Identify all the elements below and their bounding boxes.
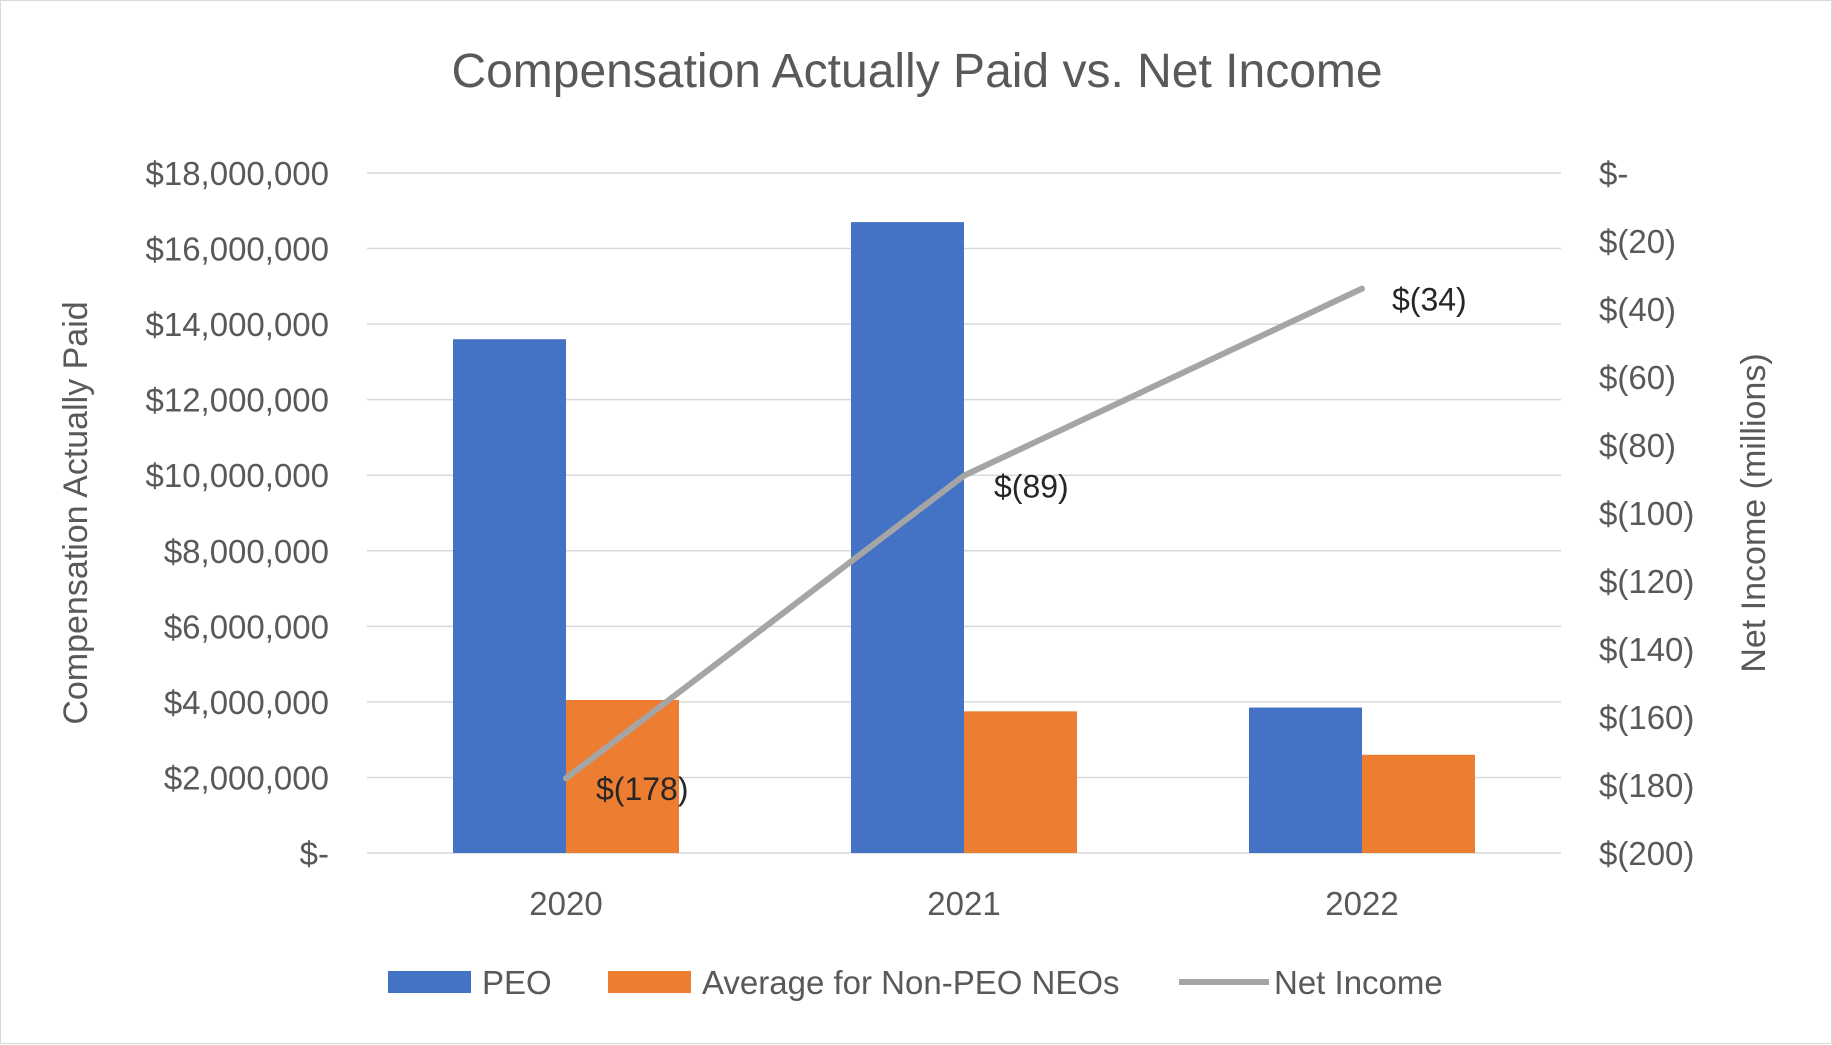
y-right-tick-label: $(160): [1599, 699, 1694, 736]
y-right-tick-label: $(80): [1599, 427, 1676, 464]
bar-average-for-non-peo-neos: [1362, 754, 1475, 853]
legend-swatch: [388, 971, 471, 993]
x-tick-label: 2022: [1325, 885, 1398, 922]
x-axis-ticks: 2020 2021 2022: [529, 885, 1398, 922]
y-right-tick-label: $(20): [1599, 223, 1676, 260]
y-right-tick-label: $-: [1599, 155, 1628, 192]
bar-average-for-non-peo-neos: [964, 711, 1077, 853]
y-right-tick-label: $(180): [1599, 767, 1694, 804]
y-right-axis-label: Net Income (millions): [1735, 353, 1773, 672]
y-left-tick-label: $12,000,000: [145, 382, 329, 419]
y-right-tick-label: $(200): [1599, 835, 1694, 872]
y-left-tick-label: $4,000,000: [164, 684, 329, 721]
y-left-tick-label: $2,000,000: [164, 759, 329, 796]
legend-label: Average for Non-PEO NEOs: [702, 964, 1120, 1001]
legend-swatch: [608, 971, 691, 993]
x-tick-label: 2020: [529, 885, 602, 922]
legend: PEO Average for Non-PEO NEOs Net Income: [388, 964, 1443, 1001]
bar-peo: [453, 339, 566, 853]
y-right-tick-label: $(60): [1599, 359, 1676, 396]
y-left-tick-label: $14,000,000: [145, 306, 329, 343]
y-right-tick-label: $(100): [1599, 495, 1694, 532]
bar-peo: [1249, 707, 1362, 853]
net-income-data-label: $(178): [596, 771, 689, 807]
y-left-tick-label: $10,000,000: [145, 457, 329, 494]
bar-average-for-non-peo-neos: [566, 700, 679, 853]
net-income-point: [961, 472, 967, 479]
chart-title: Compensation Actually Paid vs. Net Incom…: [451, 45, 1382, 98]
net-income-point: [1359, 285, 1365, 292]
net-income-data-label: $(34): [1392, 282, 1467, 318]
legend-label: PEO: [482, 964, 552, 1001]
y-left-tick-label: $16,000,000: [145, 231, 329, 268]
y-left-tick-label: $8,000,000: [164, 533, 329, 570]
y-left-tick-label: $6,000,000: [164, 608, 329, 645]
bars: [453, 222, 1475, 854]
legend-label: Net Income: [1274, 964, 1443, 1001]
y-right-tick-label: $(120): [1599, 563, 1694, 600]
line-series: $(178) $(89) $(34): [563, 282, 1467, 807]
y-right-tick-label: $(40): [1599, 291, 1676, 328]
net-income-point: [563, 775, 569, 782]
bar-peo: [851, 222, 964, 854]
net-income-data-label: $(89): [994, 469, 1069, 505]
y-right-tick-label: $(140): [1599, 631, 1694, 668]
y-left-tick-label: $18,000,000: [145, 155, 329, 192]
y-left-axis-label: Compensation Actually Paid: [57, 301, 95, 724]
y-left-tick-label: $-: [300, 835, 329, 872]
right-axis-ticks: $- $(20) $(40) $(60) $(80) $(100) $(120) $(140)…: [1599, 155, 1694, 872]
x-tick-label: 2021: [927, 885, 1000, 922]
left-axis-ticks: $- $2,000,000 $4,000,000 $6,000,000 $8,000,0…: [145, 155, 329, 872]
